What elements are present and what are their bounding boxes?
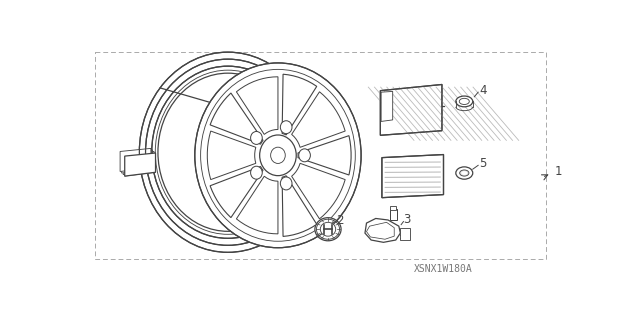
Text: 2: 2 [336,214,343,227]
Ellipse shape [320,222,336,236]
Polygon shape [210,167,263,218]
Polygon shape [292,92,345,147]
Ellipse shape [280,121,292,134]
Ellipse shape [461,171,467,175]
Polygon shape [125,153,156,176]
Polygon shape [125,153,156,176]
Ellipse shape [251,131,262,145]
Ellipse shape [260,135,296,176]
Polygon shape [282,176,317,236]
Polygon shape [236,77,278,134]
Ellipse shape [271,147,285,163]
Polygon shape [207,131,256,180]
Polygon shape [120,148,151,172]
Ellipse shape [299,149,310,162]
Polygon shape [380,85,442,135]
Bar [401,228,410,240]
Ellipse shape [251,166,262,179]
Polygon shape [298,136,351,175]
Ellipse shape [195,63,361,248]
Ellipse shape [460,170,469,176]
Polygon shape [292,163,345,219]
Bar [95,52,546,258]
Polygon shape [381,92,393,122]
Polygon shape [210,93,263,144]
Polygon shape [236,176,278,234]
Bar [390,206,396,210]
Text: 3: 3 [403,213,411,226]
Ellipse shape [460,98,469,105]
Text: 5: 5 [479,157,486,170]
Bar [390,209,397,220]
Ellipse shape [456,167,473,179]
Ellipse shape [140,52,316,252]
Text: 1: 1 [554,165,562,178]
Text: XSNX1W180A: XSNX1W180A [414,264,473,274]
Text: 4: 4 [479,84,486,97]
Ellipse shape [280,177,292,190]
Polygon shape [122,150,152,173]
Ellipse shape [456,96,473,107]
Polygon shape [282,74,317,135]
Ellipse shape [315,218,341,241]
Polygon shape [365,219,401,242]
Polygon shape [382,154,444,198]
Polygon shape [123,152,154,174]
